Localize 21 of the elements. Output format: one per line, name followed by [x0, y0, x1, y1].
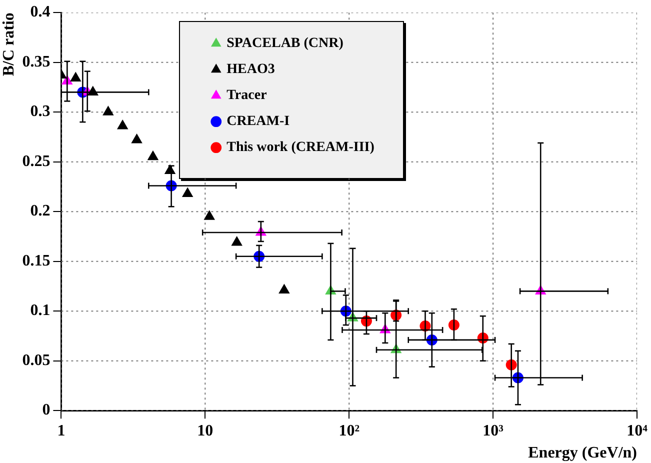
y-tick-label: 0.15: [22, 252, 50, 270]
y-tick-label: 0.2: [30, 202, 50, 220]
legend-label: Tracer: [226, 88, 267, 104]
y-tick-label: 0.3: [30, 103, 50, 120]
x-tick-label: 1: [57, 422, 66, 440]
y-tick-label: 0.1: [30, 302, 50, 320]
y-tick-label: 0.05: [22, 352, 50, 369]
legend-label: CREAM-I: [226, 114, 290, 130]
y-tick-label: 0.25: [22, 152, 50, 170]
y-tick-label: 0.4: [30, 4, 50, 21]
legend-label: SPACELAB (CNR): [226, 36, 344, 52]
x-tick-label: 10: [197, 422, 214, 440]
x-tick-label: 10⁴: [626, 422, 648, 440]
x-axis-title: Energy (GeV/n): [528, 444, 637, 462]
y-tick-label: 0: [42, 402, 50, 419]
y-tick-label: 0.35: [22, 53, 50, 70]
x-tick-label: 10²: [338, 422, 360, 440]
legend-label: HEAO3: [226, 62, 275, 78]
y-axis-title: B/C ratio: [0, 12, 18, 76]
legend-label: This work (CREAM-III): [226, 140, 375, 156]
x-tick-label: 10³: [482, 422, 504, 440]
